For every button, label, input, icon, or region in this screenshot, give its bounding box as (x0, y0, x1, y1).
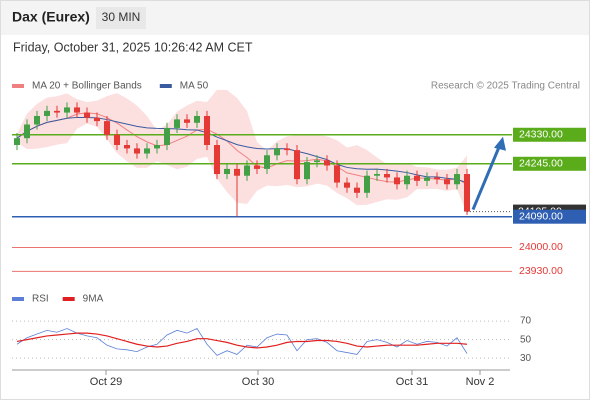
candle-body (84, 112, 90, 118)
candle-body (404, 175, 410, 185)
candle-body (164, 127, 170, 145)
legend-swatch (62, 297, 75, 301)
candle-body (204, 115, 210, 145)
candle-body (434, 177, 440, 180)
y-tick-label: 30 (520, 353, 532, 364)
x-tick-label: Oct 31 (396, 376, 428, 388)
candle-body (324, 160, 330, 166)
timestamp: Friday, October 31, 2025 10:26:42 AM CET (13, 40, 253, 54)
candle-body (234, 168, 240, 176)
x-tick-label: Nov 2 (466, 376, 495, 388)
legend-swatch (159, 84, 172, 88)
candle-body (464, 174, 470, 212)
candle-body (134, 148, 140, 154)
forecast-arrow-head (494, 136, 506, 151)
ma-50 (16, 116, 468, 184)
ma-20 (16, 112, 468, 185)
candle-body (304, 162, 310, 180)
candle-body (44, 110, 50, 116)
level-box (513, 156, 586, 171)
rsi-line (16, 332, 468, 349)
level-label: 23930.00 (519, 265, 563, 277)
candle-body (194, 115, 200, 123)
candle-body (374, 174, 380, 176)
candle-body (364, 175, 370, 193)
candle-body (154, 145, 160, 149)
legend-label: RSI (32, 294, 49, 305)
candle-body (354, 187, 360, 193)
level-box (513, 209, 586, 224)
candle-body (214, 145, 220, 175)
candle-body (184, 119, 190, 123)
level-box (513, 127, 586, 142)
candle-body (124, 145, 130, 149)
candle-body (24, 124, 30, 139)
candle-body (224, 168, 230, 175)
legend-label: MA 50 (180, 81, 209, 92)
candle-body (14, 138, 20, 145)
candle-body (334, 165, 340, 183)
candle-body (384, 174, 390, 178)
level-label: 24245.00 (519, 158, 563, 170)
candle-body (454, 174, 460, 185)
candle-body (294, 150, 300, 180)
candle-body (144, 148, 150, 154)
candle-body (244, 165, 250, 176)
level-label: 24330.00 (519, 129, 563, 141)
candle-body (54, 110, 60, 113)
candle-body (444, 179, 450, 185)
legend-label: 9MA (83, 294, 104, 305)
candle-body (254, 165, 260, 169)
bollinger-band (17, 89, 467, 214)
level-label: 24090.00 (519, 210, 563, 222)
x-tick-label: Oct 30 (242, 376, 274, 388)
candle-body (94, 117, 100, 122)
legend-swatch (12, 297, 24, 301)
forecast-arrow (471, 144, 502, 211)
candle-body (414, 175, 420, 181)
y-tick-label: 70 (520, 316, 532, 327)
interval-box (96, 7, 146, 29)
y-tick-label: 50 (520, 334, 532, 345)
x-tick-label: Oct 29 (90, 376, 122, 388)
legend-swatch (12, 84, 24, 88)
candle-body (274, 148, 280, 156)
interval: 30 MIN (102, 10, 141, 24)
level-label: 24000.00 (519, 241, 563, 253)
candle-body (174, 119, 180, 128)
candle-body (394, 177, 400, 185)
candle-body (74, 107, 80, 113)
candle-body (104, 121, 110, 135)
candle-body (314, 160, 320, 163)
candle-body (64, 107, 70, 113)
candle-body (114, 134, 120, 145)
candle-body (424, 177, 430, 181)
candle-body (34, 115, 40, 125)
candle-body (344, 182, 350, 188)
legend-label: MA 20 + Bollinger Bands (32, 81, 142, 92)
candle-body (284, 148, 290, 151)
title: Dax (Eurex) (12, 9, 90, 25)
candle-body (264, 155, 270, 169)
credit: Research © 2025 Trading Central (431, 81, 580, 92)
